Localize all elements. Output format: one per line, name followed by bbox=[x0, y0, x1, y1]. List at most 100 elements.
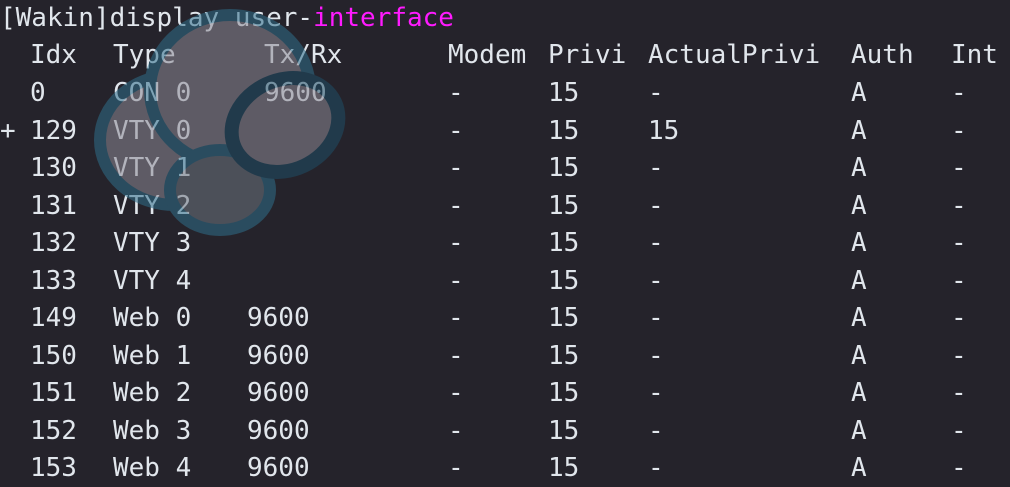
cell-type: Web 1 bbox=[113, 340, 192, 371]
cell-type: VTY 1 bbox=[113, 153, 192, 183]
cell-privi: 15 bbox=[548, 190, 580, 221]
table-row: 0 CON 0 9600 - 15 - A - bbox=[0, 75, 1010, 112]
cell-auth: A bbox=[851, 415, 867, 446]
cell-type: VTY 4 bbox=[113, 265, 192, 296]
column-header: Type bbox=[113, 40, 176, 70]
cell-privi: 15 bbox=[548, 453, 580, 483]
cell-privi: 15 bbox=[548, 415, 580, 446]
cell-idx: 130 bbox=[30, 153, 77, 183]
prompt: [Wakin] bbox=[0, 3, 110, 33]
column-header: Idx bbox=[30, 40, 77, 70]
cell-int: - bbox=[951, 78, 967, 108]
cell-txrx: 9600 bbox=[247, 378, 310, 408]
cell-modem: - bbox=[448, 153, 464, 183]
cell-actual: - bbox=[648, 453, 664, 483]
cell-actual: - bbox=[648, 378, 664, 408]
cell-int: - bbox=[951, 190, 967, 221]
cell-idx: 151 bbox=[30, 378, 77, 408]
table-row: 152 Web 3 9600 - 15 - A - bbox=[0, 413, 1010, 450]
table-row: 132 VTY 3 - 15 - A - bbox=[0, 225, 1010, 262]
cell-txrx: 9600 bbox=[247, 415, 310, 446]
cell-auth: A bbox=[851, 303, 867, 333]
table-row: 151 Web 2 9600 - 15 - A - bbox=[0, 375, 1010, 412]
cell-type: VTY 0 bbox=[113, 115, 192, 146]
cell-int: - bbox=[951, 228, 967, 258]
cell-type: Web 4 bbox=[113, 453, 192, 483]
table-row: 130 VTY 1 - 15 - A - bbox=[0, 150, 1010, 187]
cell-modem: - bbox=[448, 303, 464, 333]
cell-modem: - bbox=[448, 265, 464, 296]
cell-auth: A bbox=[851, 453, 867, 483]
cell-actual: - bbox=[648, 78, 664, 108]
table-row: 150 Web 1 9600 - 15 - A - bbox=[0, 338, 1010, 375]
cell-int: - bbox=[951, 453, 967, 483]
cell-type: Web 3 bbox=[113, 415, 192, 446]
table-header: Idx Type Tx/Rx Modem Privi ActualPrivi Auth Int bbox=[0, 37, 1010, 74]
cell-idx: 133 bbox=[30, 265, 77, 296]
cell-modem: - bbox=[448, 78, 464, 108]
cell-actual: - bbox=[648, 265, 664, 296]
cell-int: - bbox=[951, 378, 967, 408]
cell-auth: A bbox=[851, 340, 867, 371]
cell-privi: 15 bbox=[548, 153, 580, 183]
cell-auth: A bbox=[851, 115, 867, 146]
cell-modem: - bbox=[448, 115, 464, 146]
table-row: 149 Web 0 9600 - 15 - A - bbox=[0, 300, 1010, 337]
cell-int: - bbox=[951, 265, 967, 296]
cell-privi: 15 bbox=[548, 78, 580, 108]
column-header: Int bbox=[951, 40, 998, 70]
cell-int: - bbox=[951, 303, 967, 333]
column-header: ActualPrivi bbox=[648, 40, 821, 70]
table-row: +129 VTY 0 - 15 15 A - bbox=[0, 113, 1010, 150]
cell-privi: 15 bbox=[548, 115, 580, 146]
cell-actual: 15 bbox=[648, 115, 680, 146]
column-header: Auth bbox=[851, 40, 914, 70]
cell-auth: A bbox=[851, 78, 867, 108]
command-keyword: interface bbox=[313, 3, 454, 33]
cell-modem: - bbox=[448, 190, 464, 221]
cell-idx: 153 bbox=[30, 453, 77, 483]
command-text: display user- bbox=[109, 3, 314, 33]
column-header: Privi bbox=[548, 40, 627, 70]
cell-modem: - bbox=[448, 340, 464, 371]
cell-idx: 132 bbox=[30, 228, 77, 258]
table-row: 153 Web 4 9600 - 15 - A - bbox=[0, 450, 1010, 487]
cell-actual: - bbox=[648, 340, 664, 371]
cell-idx: 149 bbox=[30, 303, 77, 333]
current-session-mark: + bbox=[0, 115, 16, 146]
cell-privi: 15 bbox=[548, 265, 580, 296]
column-header: Modem bbox=[448, 40, 527, 70]
cell-txrx: 9600 bbox=[247, 453, 310, 483]
cell-privi: 15 bbox=[548, 340, 580, 371]
cell-actual: - bbox=[648, 190, 664, 221]
cell-privi: 15 bbox=[548, 303, 580, 333]
cell-int: - bbox=[951, 415, 967, 446]
cell-modem: - bbox=[448, 378, 464, 408]
cell-idx: 0 bbox=[30, 78, 46, 108]
cell-modem: - bbox=[448, 415, 464, 446]
cell-type: CON 0 bbox=[113, 78, 192, 108]
cell-idx: 150 bbox=[30, 340, 77, 371]
cell-auth: A bbox=[851, 153, 867, 183]
cell-txrx: 9600 bbox=[247, 340, 310, 371]
cell-privi: 15 bbox=[548, 378, 580, 408]
cell-int: - bbox=[951, 153, 967, 183]
cell-auth: A bbox=[851, 190, 867, 221]
cell-type: Web 0 bbox=[113, 303, 192, 333]
cell-auth: A bbox=[851, 228, 867, 258]
cell-idx: 131 bbox=[30, 190, 77, 221]
cell-type: VTY 2 bbox=[113, 190, 192, 221]
cell-modem: - bbox=[448, 228, 464, 258]
cell-auth: A bbox=[851, 378, 867, 408]
table-row: 131 VTY 2 - 15 - A - bbox=[0, 188, 1010, 225]
cell-type: VTY 3 bbox=[113, 228, 192, 258]
cell-modem: - bbox=[448, 453, 464, 483]
cell-actual: - bbox=[648, 303, 664, 333]
cell-idx: 129 bbox=[30, 115, 77, 146]
command-line: [Wakin]display user-interface bbox=[0, 0, 1010, 37]
cell-privi: 15 bbox=[548, 228, 580, 258]
cell-txrx: 9600 bbox=[264, 78, 327, 108]
cell-actual: - bbox=[648, 228, 664, 258]
cell-int: - bbox=[951, 115, 967, 146]
cell-type: Web 2 bbox=[113, 378, 192, 408]
